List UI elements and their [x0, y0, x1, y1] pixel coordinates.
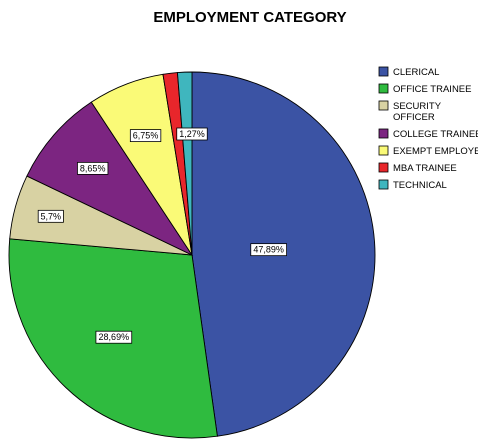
svg-text:5,7%: 5,7% — [41, 211, 62, 221]
data-label-office-trainee: 28,69% — [95, 330, 133, 344]
legend-label: CLERICAL — [393, 67, 439, 78]
legend-item-security-officer: SECURITY OFFICER — [378, 100, 442, 123]
svg-text:28,69%: 28,69% — [99, 332, 130, 342]
legend-item-mba-trainee: MBA TRAINEE — [378, 162, 457, 174]
legend-swatch — [378, 100, 389, 111]
legend-item-technical: TECHNICAL — [378, 179, 447, 191]
legend-swatch — [378, 66, 389, 77]
data-labels: 47,89% 28,69% 5,7% 8,65% 6,75% 1,27% — [37, 127, 287, 344]
legend-swatch — [378, 128, 389, 139]
legend-item-clerical: CLERICAL — [378, 66, 439, 78]
svg-text:6,75%: 6,75% — [133, 131, 159, 141]
legend-label: EXEMPT EMPLOYEE — [393, 146, 478, 157]
svg-text:8,65%: 8,65% — [80, 163, 106, 173]
data-label-clerical: 47,89% — [250, 243, 287, 257]
legend-swatch — [378, 83, 389, 94]
svg-text:1,27%: 1,27% — [179, 129, 205, 139]
legend-label: MBA TRAINEE — [393, 163, 457, 174]
legend-label: TECHNICAL — [393, 180, 447, 191]
legend-item-office-trainee: OFFICE TRAINEE — [378, 83, 471, 95]
data-label-exempt-employee: 6,75% — [129, 129, 162, 143]
chart-title: EMPLOYMENT CATEGORY — [153, 9, 346, 26]
legend-item-college-trainee: COLLEGE TRAINEE — [378, 128, 478, 140]
legend-item-exempt-employee: EXEMPT EMPLOYEE — [378, 145, 478, 157]
legend-swatch — [378, 145, 389, 156]
legend: CLERICAL OFFICE TRAINEE SECURITY OFFICER COL… — [378, 66, 478, 191]
legend-label: COLLEGE TRAINEE — [393, 129, 478, 140]
pie-slice-technical — [176, 71, 193, 256]
data-label-college-trainee: 8,65% — [77, 161, 109, 175]
data-label-security-officer: 5,7% — [37, 209, 64, 223]
pie-slices — [8, 71, 376, 439]
legend-swatch — [378, 179, 389, 190]
svg-text:47,89%: 47,89% — [253, 245, 284, 255]
data-label-technical: 1,27% — [176, 127, 208, 141]
legend-swatch — [378, 162, 389, 173]
legend-label: SECURITY OFFICER — [393, 101, 442, 123]
legend-label: OFFICE TRAINEE — [393, 84, 471, 95]
pie-slice-college-trainee — [26, 101, 194, 257]
